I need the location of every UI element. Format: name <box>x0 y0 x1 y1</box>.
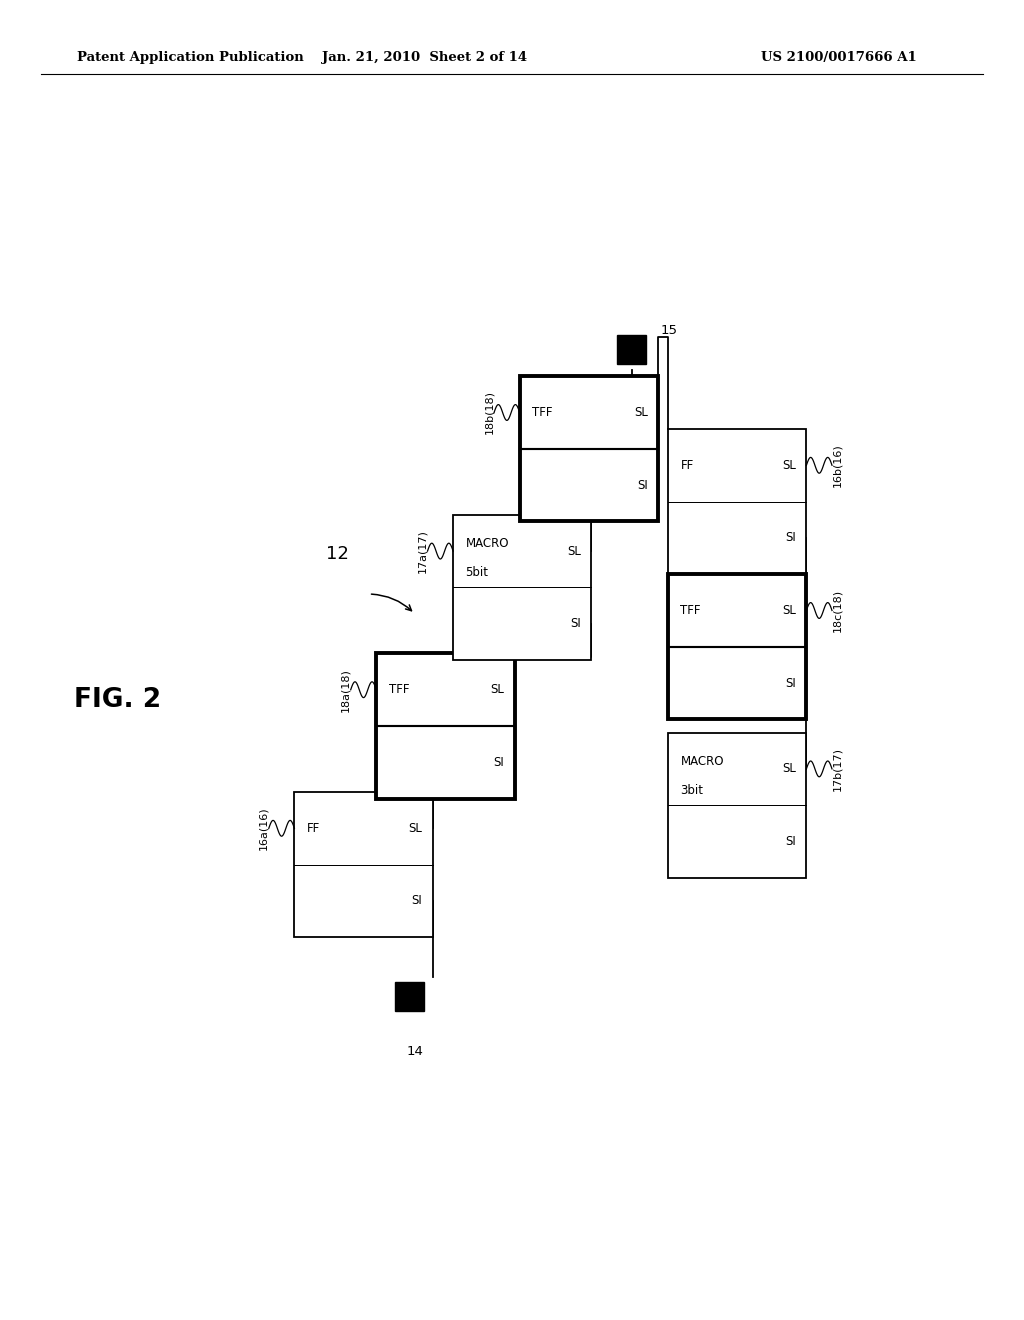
Text: 17b(17): 17b(17) <box>833 747 842 791</box>
Text: 17a(17): 17a(17) <box>418 529 427 573</box>
Text: 5bit: 5bit <box>465 566 488 579</box>
Bar <box>617 335 646 364</box>
Text: SL: SL <box>782 605 797 616</box>
Text: 3bit: 3bit <box>680 784 703 797</box>
Text: 18a(18): 18a(18) <box>341 668 350 711</box>
Text: SL: SL <box>490 684 504 696</box>
Text: Jan. 21, 2010  Sheet 2 of 14: Jan. 21, 2010 Sheet 2 of 14 <box>323 51 527 63</box>
Text: FF: FF <box>680 459 693 471</box>
Bar <box>668 733 807 878</box>
Text: SI: SI <box>785 836 797 847</box>
Text: SL: SL <box>782 763 797 775</box>
Text: TFF: TFF <box>389 684 410 696</box>
Text: MACRO: MACRO <box>465 537 509 550</box>
Text: FIG. 2: FIG. 2 <box>74 686 162 713</box>
Text: SL: SL <box>567 545 582 557</box>
Bar <box>668 429 807 574</box>
Text: FF: FF <box>307 822 319 834</box>
Text: SI: SI <box>570 618 582 630</box>
Text: 16a(16): 16a(16) <box>259 807 268 850</box>
Bar <box>395 982 424 1011</box>
Bar <box>295 792 432 937</box>
Text: 18c(18): 18c(18) <box>833 589 842 632</box>
Text: 14: 14 <box>407 1045 423 1059</box>
Text: 15: 15 <box>660 323 678 337</box>
Text: 12: 12 <box>327 545 349 564</box>
Bar <box>453 515 592 660</box>
Text: SI: SI <box>637 479 647 491</box>
Text: SL: SL <box>634 407 647 418</box>
Text: SI: SI <box>785 532 797 544</box>
Bar <box>668 574 807 719</box>
Text: US 2100/0017666 A1: US 2100/0017666 A1 <box>761 51 916 63</box>
Text: MACRO: MACRO <box>680 755 724 768</box>
Text: 18b(18): 18b(18) <box>484 391 494 434</box>
Bar <box>519 376 657 521</box>
Text: 16b(16): 16b(16) <box>833 444 842 487</box>
Text: SI: SI <box>785 677 797 689</box>
Text: SI: SI <box>494 756 504 768</box>
Text: TFF: TFF <box>532 407 553 418</box>
Bar <box>377 653 514 799</box>
Text: SI: SI <box>412 895 422 907</box>
Text: TFF: TFF <box>680 605 701 616</box>
Text: Patent Application Publication: Patent Application Publication <box>77 51 303 63</box>
Text: SL: SL <box>782 459 797 471</box>
Text: SL: SL <box>409 822 422 834</box>
